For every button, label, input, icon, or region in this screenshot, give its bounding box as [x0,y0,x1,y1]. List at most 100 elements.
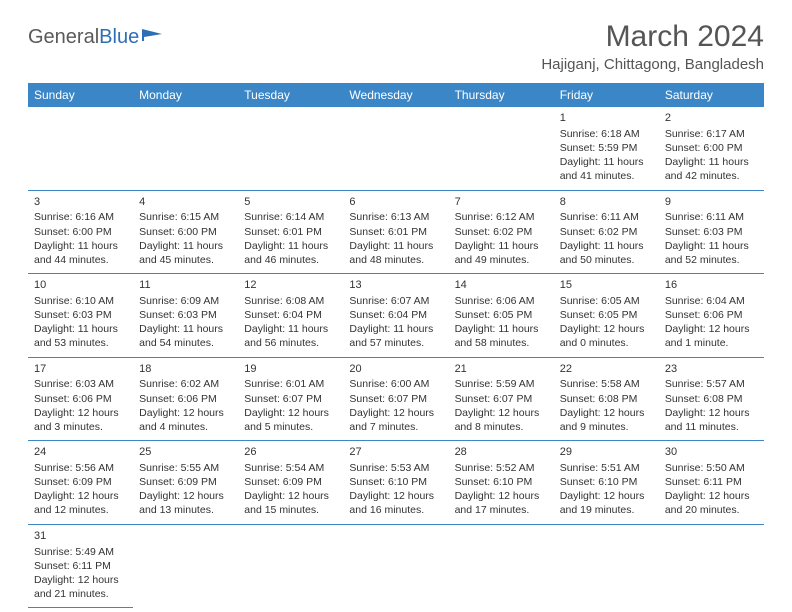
day-number: 11 [139,278,232,293]
sunset-line: Sunset: 6:10 PM [455,475,548,489]
day-cell: 21Sunrise: 5:59 AMSunset: 6:07 PMDayligh… [449,358,554,442]
day-cell: 11Sunrise: 6:09 AMSunset: 6:03 PMDayligh… [133,274,238,358]
daylight-line: Daylight: 12 hoursand 20 minutes. [665,489,758,517]
daylight-line: Daylight: 12 hoursand 3 minutes. [34,406,127,434]
location: Hajiganj, Chittagong, Bangladesh [541,56,764,73]
day-number: 9 [665,195,758,210]
daylight-line: Daylight: 12 hoursand 12 minutes. [34,489,127,517]
logo-text-2: Blue [99,26,139,49]
sunrise-line: Sunrise: 6:02 AM [139,377,232,391]
day-cell: 26Sunrise: 5:54 AMSunset: 6:09 PMDayligh… [238,441,343,525]
sunset-line: Sunset: 6:01 PM [244,225,337,239]
sunset-line: Sunset: 6:03 PM [34,308,127,322]
sunset-line: Sunset: 6:06 PM [665,308,758,322]
daylight-line: Daylight: 12 hoursand 15 minutes. [244,489,337,517]
sunset-line: Sunset: 6:11 PM [34,559,127,573]
empty-cell [133,107,238,191]
day-number: 13 [349,278,442,293]
sunrise-line: Sunrise: 5:59 AM [455,377,548,391]
calendar: SundayMondayTuesdayWednesdayThursdayFrid… [28,83,764,608]
sunset-line: Sunset: 6:04 PM [244,308,337,322]
day-number: 18 [139,362,232,377]
daylight-line: Daylight: 11 hoursand 44 minutes. [34,239,127,267]
sunset-line: Sunset: 6:08 PM [665,392,758,406]
sunset-line: Sunset: 6:02 PM [560,225,653,239]
daylight-line: Daylight: 12 hoursand 4 minutes. [139,406,232,434]
sunset-line: Sunset: 6:00 PM [665,141,758,155]
day-number: 6 [349,195,442,210]
daylight-line: Daylight: 11 hoursand 50 minutes. [560,239,653,267]
day-cell: 14Sunrise: 6:06 AMSunset: 6:05 PMDayligh… [449,274,554,358]
day-cell: 19Sunrise: 6:01 AMSunset: 6:07 PMDayligh… [238,358,343,442]
day-number: 10 [34,278,127,293]
sunset-line: Sunset: 6:05 PM [455,308,548,322]
sunset-line: Sunset: 6:09 PM [139,475,232,489]
daylight-line: Daylight: 12 hoursand 7 minutes. [349,406,442,434]
daylight-line: Daylight: 11 hoursand 46 minutes. [244,239,337,267]
sunrise-line: Sunrise: 6:17 AM [665,127,758,141]
day-number: 26 [244,445,337,460]
day-number: 3 [34,195,127,210]
sunrise-line: Sunrise: 6:08 AM [244,294,337,308]
day-number: 30 [665,445,758,460]
daylight-line: Daylight: 11 hoursand 42 minutes. [665,155,758,183]
day-cell: 12Sunrise: 6:08 AMSunset: 6:04 PMDayligh… [238,274,343,358]
sunrise-line: Sunrise: 5:50 AM [665,461,758,475]
empty-cell [28,107,133,191]
day-cell: 31Sunrise: 5:49 AMSunset: 6:11 PMDayligh… [28,525,133,609]
sunset-line: Sunset: 6:09 PM [244,475,337,489]
sunrise-line: Sunrise: 5:58 AM [560,377,653,391]
sunset-line: Sunset: 6:01 PM [349,225,442,239]
day-cell: 28Sunrise: 5:52 AMSunset: 6:10 PMDayligh… [449,441,554,525]
sunset-line: Sunset: 6:03 PM [665,225,758,239]
sunset-line: Sunset: 6:09 PM [34,475,127,489]
weekday-header: Monday [133,83,238,107]
weekday-row: SundayMondayTuesdayWednesdayThursdayFrid… [28,83,764,107]
weekday-header: Sunday [28,83,133,107]
day-number: 17 [34,362,127,377]
sunset-line: Sunset: 6:00 PM [139,225,232,239]
day-cell: 10Sunrise: 6:10 AMSunset: 6:03 PMDayligh… [28,274,133,358]
day-number: 5 [244,195,337,210]
sunrise-line: Sunrise: 5:51 AM [560,461,653,475]
daylight-line: Daylight: 12 hoursand 9 minutes. [560,406,653,434]
empty-cell [238,107,343,191]
day-number: 25 [139,445,232,460]
daylight-line: Daylight: 12 hoursand 5 minutes. [244,406,337,434]
day-number: 2 [665,111,758,126]
day-number: 7 [455,195,548,210]
day-cell: 6Sunrise: 6:13 AMSunset: 6:01 PMDaylight… [343,191,448,275]
sunset-line: Sunset: 6:10 PM [349,475,442,489]
sunset-line: Sunset: 6:11 PM [665,475,758,489]
sunset-line: Sunset: 5:59 PM [560,141,653,155]
daylight-line: Daylight: 11 hoursand 49 minutes. [455,239,548,267]
sunrise-line: Sunrise: 5:55 AM [139,461,232,475]
day-number: 19 [244,362,337,377]
day-number: 29 [560,445,653,460]
sunrise-line: Sunrise: 6:10 AM [34,294,127,308]
header: GeneralBlue March 2024 Hajiganj, Chittag… [28,20,764,73]
sunrise-line: Sunrise: 6:16 AM [34,210,127,224]
weekday-header: Wednesday [343,83,448,107]
sunset-line: Sunset: 6:04 PM [349,308,442,322]
day-cell: 2Sunrise: 6:17 AMSunset: 6:00 PMDaylight… [659,107,764,191]
day-number: 27 [349,445,442,460]
day-number: 4 [139,195,232,210]
day-number: 20 [349,362,442,377]
day-cell: 4Sunrise: 6:15 AMSunset: 6:00 PMDaylight… [133,191,238,275]
daylight-line: Daylight: 11 hoursand 45 minutes. [139,239,232,267]
sunrise-line: Sunrise: 6:11 AM [665,210,758,224]
sunrise-line: Sunrise: 6:06 AM [455,294,548,308]
empty-cell [449,107,554,191]
day-cell: 16Sunrise: 6:04 AMSunset: 6:06 PMDayligh… [659,274,764,358]
sunrise-line: Sunrise: 5:52 AM [455,461,548,475]
daylight-line: Daylight: 11 hoursand 57 minutes. [349,322,442,350]
sunrise-line: Sunrise: 6:15 AM [139,210,232,224]
sunset-line: Sunset: 6:07 PM [349,392,442,406]
daylight-line: Daylight: 12 hoursand 21 minutes. [34,573,127,601]
sunrise-line: Sunrise: 5:56 AM [34,461,127,475]
weekday-header: Saturday [659,83,764,107]
sunset-line: Sunset: 6:10 PM [560,475,653,489]
day-cell: 8Sunrise: 6:11 AMSunset: 6:02 PMDaylight… [554,191,659,275]
daylight-line: Daylight: 11 hoursand 41 minutes. [560,155,653,183]
